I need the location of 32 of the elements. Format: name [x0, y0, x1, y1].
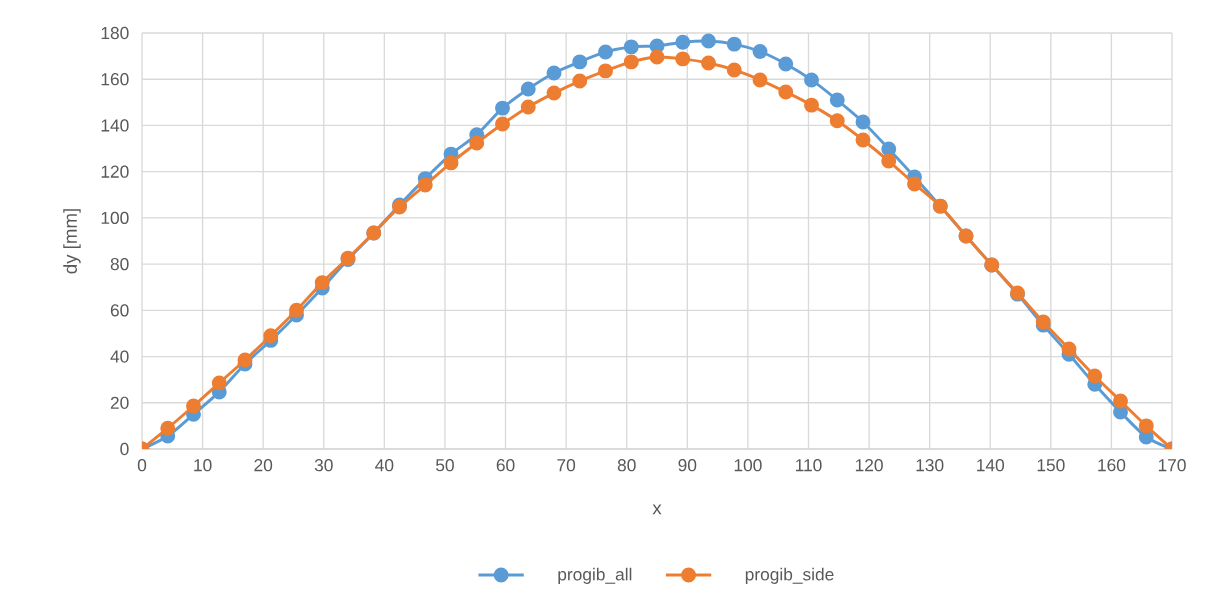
- legend-label: progib_all: [558, 567, 632, 584]
- x-tick-label: 130: [916, 459, 944, 472]
- x-tick-label: 60: [496, 459, 515, 472]
- y-tick-label: 20: [110, 396, 129, 409]
- x-tick-label: 0: [137, 459, 147, 472]
- y-tick-label: 140: [101, 119, 129, 132]
- legend-label: progib_side: [745, 567, 834, 584]
- x-tick-label: 120: [855, 459, 883, 472]
- x-tick-label: 100: [734, 459, 762, 472]
- x-tick-label: 30: [314, 459, 333, 472]
- y-tick-label: 40: [110, 350, 129, 363]
- y-tick-label: 80: [110, 257, 129, 271]
- x-tick-label: 160: [1098, 459, 1126, 472]
- y-tick-label: 0: [120, 442, 129, 456]
- x-tick-label: 20: [254, 459, 273, 472]
- y-tick-label: 120: [101, 165, 129, 178]
- y-tick-label: 160: [101, 73, 129, 86]
- y-axis-title: dy [mm]: [63, 209, 81, 274]
- x-tick-label: 40: [375, 459, 394, 472]
- x-tick-label: 150: [1037, 459, 1065, 472]
- x-tick-label: 90: [678, 459, 697, 472]
- x-tick-label: 50: [435, 459, 454, 472]
- y-tick-label: 100: [101, 211, 129, 225]
- y-tick-label: 180: [101, 26, 129, 40]
- x-tick-label: 170: [1158, 459, 1186, 472]
- x-tick-label: 10: [194, 459, 212, 472]
- x-tick-label: 80: [617, 459, 636, 472]
- y-tick-label: 60: [110, 304, 129, 317]
- x-tick-label: 140: [977, 459, 1005, 472]
- x-tick-label: 70: [557, 459, 576, 472]
- x-axis-title: x: [652, 504, 662, 515]
- x-tick-label: 110: [795, 459, 822, 472]
